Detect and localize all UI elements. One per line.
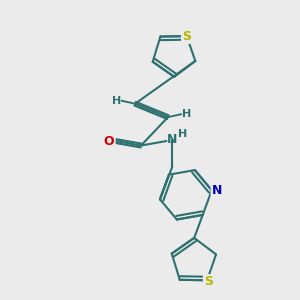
Text: N: N: [212, 184, 222, 197]
Text: H: H: [112, 96, 121, 106]
Text: N: N: [167, 133, 178, 146]
Text: H: H: [178, 130, 188, 140]
Text: S: S: [204, 275, 213, 288]
Text: S: S: [182, 30, 191, 43]
Text: H: H: [182, 109, 191, 119]
Text: O: O: [104, 134, 114, 148]
